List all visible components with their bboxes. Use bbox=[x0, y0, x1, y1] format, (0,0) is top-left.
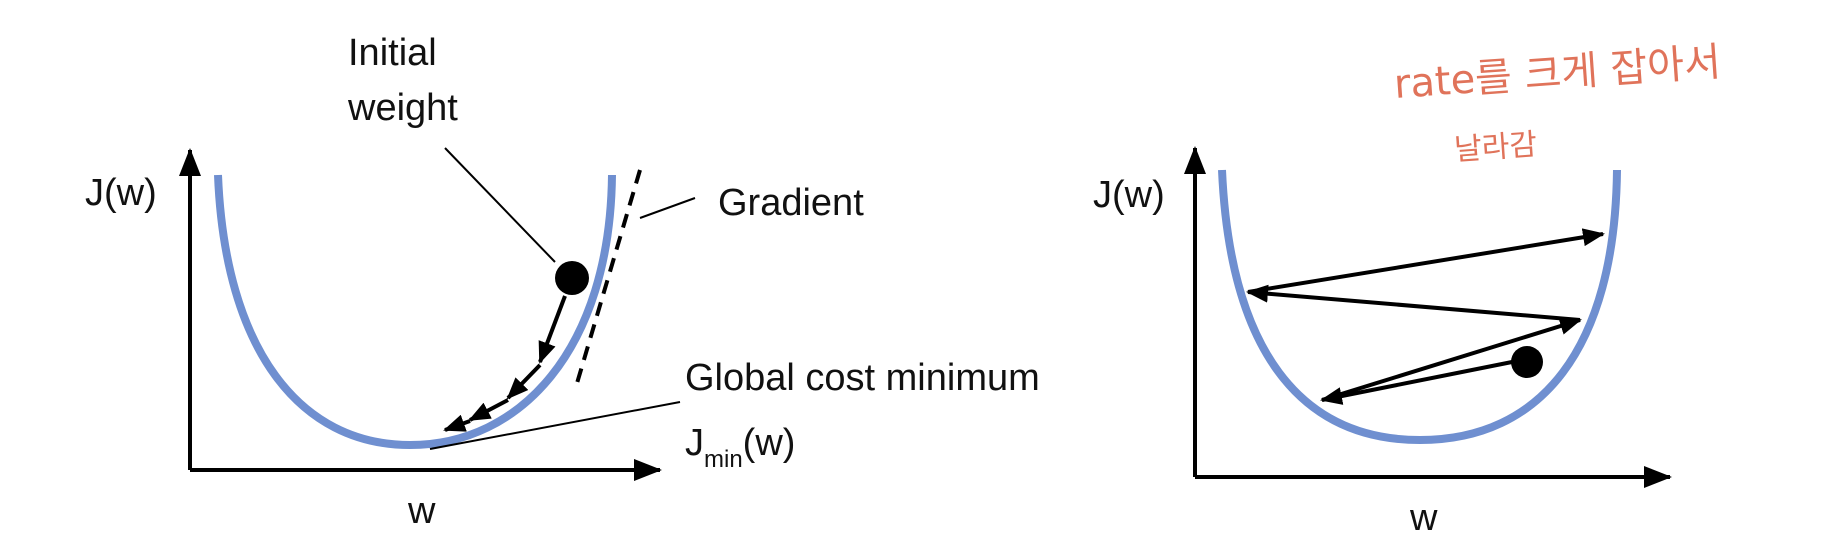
initial-weight-label-line2: weight bbox=[347, 87, 458, 129]
left-y-axis-label: J(w) bbox=[85, 172, 157, 214]
jmin-main: J bbox=[685, 422, 704, 464]
descent-step-1 bbox=[538, 295, 567, 364]
overshoot-step-1 bbox=[1320, 360, 1513, 405]
right-cost-curve bbox=[1218, 169, 1621, 445]
overshoot-step-4 bbox=[1247, 228, 1605, 294]
right-y-axis-label: J(w) bbox=[1093, 174, 1165, 216]
right-x-axis-label: w bbox=[1409, 497, 1438, 539]
left-x-axis-label: w bbox=[407, 490, 436, 532]
handwritten-note-line1: rate를 크게 잡아서 bbox=[1392, 39, 1722, 108]
initial-weight-leader-line bbox=[444, 147, 556, 263]
overshoot-step-2 bbox=[1321, 317, 1582, 402]
jmin-label: Jmin(w) bbox=[685, 422, 795, 473]
gradient-leader-line bbox=[639, 197, 696, 219]
jmin-subscript: min bbox=[704, 446, 743, 473]
left-panel: J(w) w Initial weight Gradient Global co… bbox=[85, 32, 1040, 532]
descent-step-2 bbox=[506, 363, 542, 400]
handwritten-note-line2: 날라감 bbox=[1453, 127, 1538, 168]
gradient-tangent-line bbox=[573, 169, 642, 391]
global-min-leader-line bbox=[429, 401, 681, 450]
gradient-label: Gradient bbox=[718, 182, 864, 224]
initial-weight-label-line1: Initial bbox=[348, 32, 437, 74]
overshoot-step-3 bbox=[1246, 284, 1581, 322]
start-point bbox=[1511, 346, 1543, 378]
left-cost-curve bbox=[214, 174, 616, 450]
descent-step-3 bbox=[468, 398, 509, 422]
global-cost-minimum-label: Global cost minimum bbox=[685, 357, 1040, 399]
initial-weight-point bbox=[555, 261, 589, 295]
descent-step-4 bbox=[443, 414, 471, 432]
right-panel: J(w) w rate를 크게 잡아서 날라감 bbox=[1093, 39, 1722, 539]
jmin-tail: (w) bbox=[743, 422, 796, 464]
